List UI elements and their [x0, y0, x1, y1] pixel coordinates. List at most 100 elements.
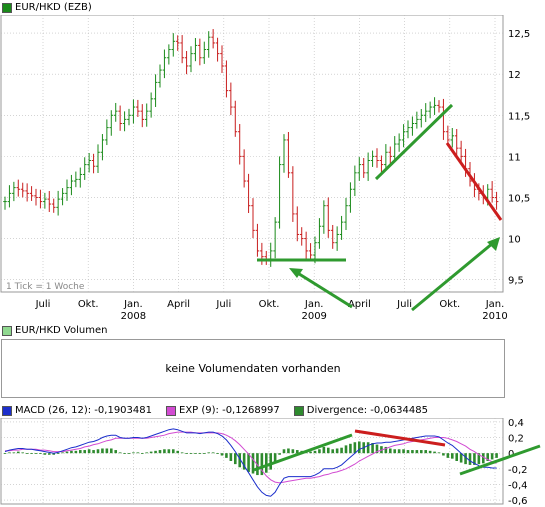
ohlc-bar — [410, 116, 415, 136]
divergence-label: Divergence: -0,0634485 — [306, 405, 428, 416]
ohlc-bar — [282, 134, 286, 173]
ohlc-bar — [12, 181, 16, 202]
divergence-bar — [242, 453, 246, 470]
divergence-bar — [309, 451, 312, 454]
divergence-bar — [468, 453, 472, 465]
divergence-bar — [216, 453, 219, 454]
price-x-tick-label: Okt. — [439, 299, 460, 310]
ohlc-bar — [122, 111, 127, 132]
ohlc-bar — [344, 197, 348, 231]
ohlc-bar — [136, 99, 140, 117]
divergence-bar — [397, 449, 401, 454]
ohlc-bar — [38, 189, 43, 209]
divergence-bar — [101, 448, 104, 454]
divergence-bar — [340, 447, 343, 454]
ohlc-bar — [317, 218, 322, 249]
price-x-tick-label: April — [348, 299, 371, 310]
ohlc-bar — [100, 134, 105, 161]
ohlc-bar — [437, 100, 441, 113]
divergence-bar — [145, 452, 149, 454]
price-x-axis: Juli Okt. Jan. April Juli Okt. Jan. April Juli Ok… — [35, 299, 508, 322]
divergence-bar — [105, 448, 109, 454]
ohlc-bar — [180, 35, 184, 64]
macd-up-line — [253, 433, 353, 472]
divergence-bar — [269, 453, 273, 470]
ohlc-bar — [198, 38, 202, 66]
divergence-bar — [264, 453, 268, 473]
ohlc-bar — [43, 192, 47, 209]
ohlc-bar — [251, 198, 255, 239]
exp-line — [5, 431, 497, 484]
arrow-left-line — [295, 270, 353, 309]
ohlc-bar — [65, 179, 69, 201]
divergence-bar — [21, 452, 25, 454]
ohlc-bar — [361, 158, 366, 178]
divergence-bar — [202, 453, 206, 454]
divergence-bar — [433, 451, 436, 454]
ohlc-bar — [184, 50, 189, 75]
divergence-bar — [211, 452, 215, 454]
ohlc-bar — [494, 191, 499, 210]
ohlc-bar — [144, 103, 149, 127]
ohlc-bar — [397, 133, 401, 152]
ohlc-bar — [140, 104, 145, 128]
divergence-bar — [366, 442, 370, 454]
ohlc-bar — [375, 148, 379, 168]
macd-lines — [4, 428, 497, 497]
divergence-bar — [424, 450, 428, 454]
ohlc-bar — [264, 250, 269, 265]
ohlc-bar — [490, 181, 494, 203]
divergence-bar — [127, 453, 131, 454]
price-y-tick-label: 10 — [508, 235, 521, 246]
ohlc-bar — [419, 109, 424, 128]
divergence-bar — [322, 446, 326, 454]
macd-chart: 0,40,20-0,2-0,4-0,6 — [0, 418, 541, 507]
divergence-bar — [326, 447, 330, 454]
ohlc-bar — [339, 215, 344, 240]
price-x-year-label: 2009 — [301, 311, 326, 322]
price-y-tick-label: 10,5 — [508, 193, 530, 204]
divergence-bar — [25, 453, 29, 454]
ohlc-bar — [299, 227, 304, 246]
ohlc-bar — [406, 120, 410, 139]
ohlc-bar — [286, 131, 291, 178]
divergence-bar — [149, 451, 153, 454]
divergence-bar — [180, 452, 184, 454]
divergence-bar — [419, 450, 423, 454]
ohlc-bar — [335, 226, 339, 251]
divergence-bar — [194, 453, 197, 454]
divergence-bar — [96, 449, 100, 454]
macd-y-axis: 0,40,20-0,2-0,4-0,6 — [508, 418, 528, 507]
ohlc-bar — [260, 242, 264, 265]
price-bars — [3, 29, 499, 267]
ohlc-bar — [366, 152, 370, 181]
price-x-tick-label: Okt. — [78, 299, 99, 310]
ohlc-bar — [220, 45, 224, 74]
ohlc-bar — [392, 136, 397, 163]
exp-label: EXP (9): -0,1268997 — [179, 405, 280, 416]
exp-swatch — [166, 405, 176, 416]
ohlc-bar — [175, 35, 180, 51]
volume-panel: keine Volumendaten vorhanden — [1, 339, 505, 398]
ohlc-bar — [295, 206, 300, 242]
ohlc-bar — [357, 157, 362, 181]
divergence-bar — [61, 452, 64, 454]
divergence-bar — [163, 449, 166, 454]
macd-line — [4, 428, 497, 497]
macd-annotations — [253, 429, 541, 476]
macd-down-line — [354, 429, 446, 447]
ohlc-bar — [304, 231, 308, 259]
divergence-bar — [450, 453, 454, 459]
arrow-right-line — [411, 241, 494, 312]
divergence-bar — [30, 453, 33, 454]
ohlc-bar — [423, 103, 428, 123]
price-y-tick-label: 12 — [508, 70, 521, 81]
divergence-bar — [357, 441, 361, 454]
ohlc-bar — [224, 60, 229, 98]
divergence-bar — [47, 453, 51, 455]
divergence-bar — [16, 451, 20, 454]
divergence-bar — [490, 453, 494, 460]
divergence-bar — [171, 449, 175, 454]
divergence-bar — [331, 449, 335, 454]
divergence-bar — [313, 450, 317, 454]
